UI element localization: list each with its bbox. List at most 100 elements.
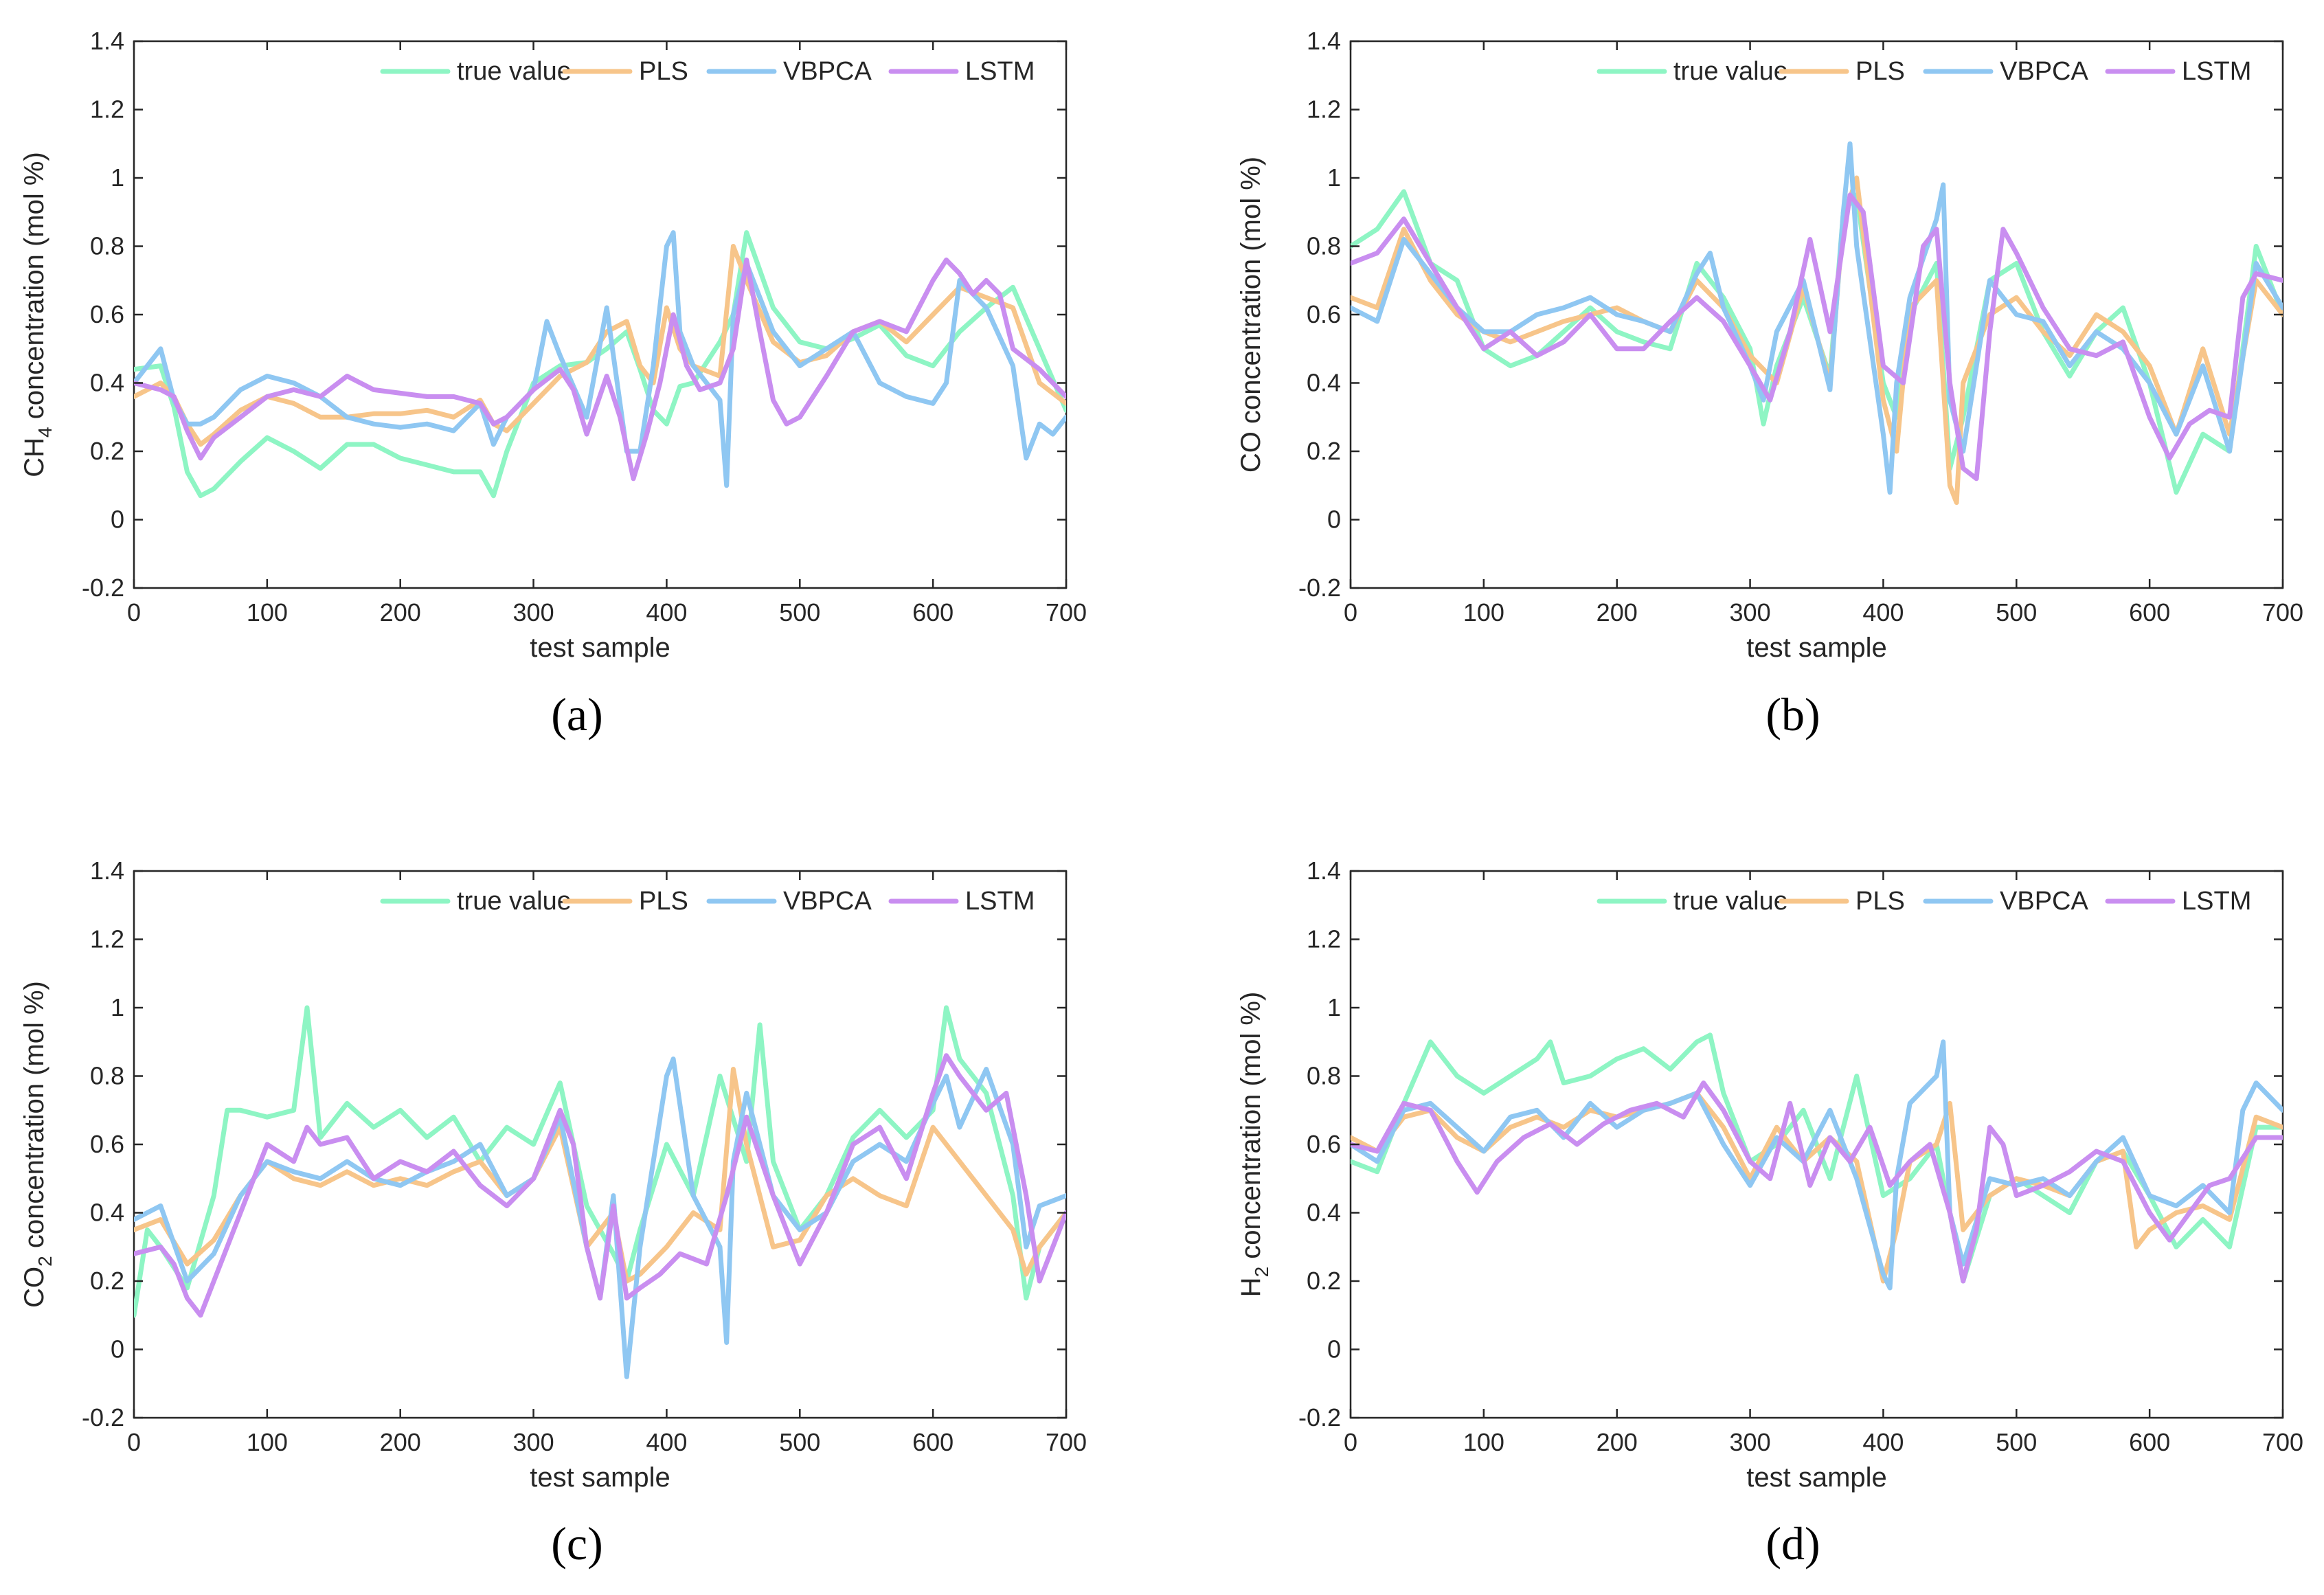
x-tick-label: 300: [513, 1428, 554, 1456]
legend-entry-label: LSTM: [2182, 887, 2251, 916]
panel-label: (d): [1765, 1517, 1820, 1570]
x-tick-label: 200: [380, 1428, 421, 1456]
x-tick-label: 300: [1730, 598, 1771, 626]
series-line-true-value: [134, 230, 1066, 499]
y-tick-label: 1.4: [90, 27, 124, 55]
y-tick-label: 0.2: [90, 437, 124, 465]
x-tick-label: 700: [2262, 1428, 2303, 1456]
x-tick-label: 400: [1862, 598, 1904, 626]
y-tick-label: 0.4: [1307, 1199, 1341, 1227]
x-tick-label: 500: [779, 598, 820, 626]
x-tick-label: 500: [1996, 598, 2037, 626]
chart-panel-a: 0 100 200 300 400 500 600 700-0.200.20.40.60.81…: [19, 27, 1087, 740]
series-line-vbpca: [1351, 1039, 2283, 1291]
y-tick-label: 1.4: [90, 857, 124, 885]
legend: true value PLS VBPCA LSTM: [1597, 57, 2251, 86]
y-tick-label: 1: [111, 163, 124, 192]
series-line-lstm: [134, 257, 1066, 482]
legend-entry-label: LSTM: [965, 57, 1035, 86]
y-tick-label: 0.8: [1307, 232, 1341, 260]
x-tick-label: 500: [1996, 1428, 2037, 1456]
x-axis-label: test sample: [1746, 1462, 1887, 1493]
y-tick-label: 0.6: [90, 1130, 124, 1158]
plot-area: [1349, 40, 2284, 589]
x-tick-label: 200: [1597, 598, 1638, 626]
legend-entry-label: PLS: [1855, 57, 1905, 86]
y-tick-label: 0.4: [90, 369, 124, 397]
panel-label: (c): [551, 1517, 602, 1570]
x-tick-label: 0: [127, 1428, 141, 1456]
y-tick-label: 0.6: [90, 300, 124, 328]
y-tick-label: 0.8: [90, 232, 124, 260]
y-tick-label: 1: [1327, 163, 1341, 192]
x-tick-label: 600: [912, 1428, 954, 1456]
x-tick-label: 100: [1463, 1428, 1504, 1456]
x-tick-label: 200: [1597, 1428, 1638, 1456]
x-tick-label: 400: [646, 598, 687, 626]
series-group: [134, 1005, 1066, 1379]
x-tick-label: 0: [1344, 1428, 1357, 1456]
chart-panel-b: 0 100 200 300 400 500 600 700-0.200.20.40.60.81…: [1236, 27, 2303, 740]
x-axis-label: test sample: [1746, 633, 1887, 663]
y-tick-label: 1.2: [90, 925, 124, 953]
x-tick-label: 300: [513, 598, 554, 626]
x-tick-label: 200: [380, 598, 421, 626]
series-line-pls: [134, 1067, 1066, 1284]
x-tick-label: 700: [1046, 598, 1087, 626]
x-tick-label: 700: [1046, 1428, 1087, 1456]
x-tick-label: 0: [127, 598, 141, 626]
legend-entry-label: VBPCA: [783, 887, 872, 916]
y-tick-label: 1.2: [1307, 95, 1341, 124]
legend-entry-label: true value: [457, 57, 572, 86]
plot-area: [133, 870, 1068, 1419]
legend-entry-label: LSTM: [965, 887, 1035, 916]
y-tick-label: 0: [1327, 506, 1341, 534]
series-line-lstm: [134, 1053, 1066, 1318]
legend: true value PLS VBPCA LSTM: [380, 57, 1035, 86]
legend-entry-label: VBPCA: [2000, 57, 2088, 86]
y-tick-label: 1.2: [90, 95, 124, 124]
y-tick-label: 0: [111, 506, 124, 534]
chart-panel-c: 0 100 200 300 400 500 600 700-0.200.20.40.60.81…: [19, 857, 1087, 1570]
y-tick-label: 1.4: [1307, 857, 1341, 885]
x-tick-label: 0: [1344, 598, 1357, 626]
series-line-true-value: [134, 1005, 1066, 1318]
chart-panel-d: 0 100 200 300 400 500 600 700-0.200.20.40.60.81…: [1236, 857, 2303, 1570]
series-line-lstm: [1351, 192, 2283, 482]
x-axis-label: test sample: [530, 633, 670, 663]
legend: true value PLS VBPCA LSTM: [380, 887, 1035, 916]
x-tick-label: 700: [2262, 598, 2303, 626]
legend-entry-label: PLS: [639, 57, 688, 86]
y-tick-label: 0.8: [1307, 1062, 1341, 1090]
y-tick-label: 0: [111, 1335, 124, 1364]
x-tick-label: 500: [779, 1428, 820, 1456]
y-tick-label: -0.2: [1298, 1403, 1341, 1432]
legend-entry-label: true value: [1673, 57, 1788, 86]
x-tick-label: 100: [247, 598, 288, 626]
series-group: [1351, 141, 2283, 506]
y-tick-label: -0.2: [82, 574, 124, 602]
legend-entry-label: VBPCA: [2000, 887, 2088, 916]
y-tick-label: 0.6: [1307, 300, 1341, 328]
y-tick-label: 0.4: [1307, 369, 1341, 397]
legend: true value PLS VBPCA LSTM: [1597, 887, 2251, 916]
y-axis-label: CH4 concentration (mol %): [19, 152, 56, 477]
series-line-lstm: [1351, 1081, 2283, 1284]
series-group: [134, 230, 1066, 499]
legend-entry-label: VBPCA: [783, 57, 872, 86]
y-tick-label: 1.2: [1307, 925, 1341, 953]
legend-entry-label: PLS: [1855, 887, 1905, 916]
y-tick-label: 0.4: [90, 1199, 124, 1227]
legend-entry-label: PLS: [639, 887, 688, 916]
series-group: [1351, 1032, 2283, 1291]
y-tick-label: -0.2: [82, 1403, 124, 1432]
x-tick-label: 300: [1730, 1428, 1771, 1456]
y-tick-label: 1: [111, 993, 124, 1021]
y-tick-label: 0.8: [90, 1062, 124, 1090]
y-tick-label: 0.2: [90, 1267, 124, 1295]
x-tick-label: 100: [1463, 598, 1504, 626]
plot-area: [133, 40, 1068, 589]
series-line-vbpca: [134, 1056, 1066, 1379]
x-tick-label: 400: [1862, 1428, 1904, 1456]
